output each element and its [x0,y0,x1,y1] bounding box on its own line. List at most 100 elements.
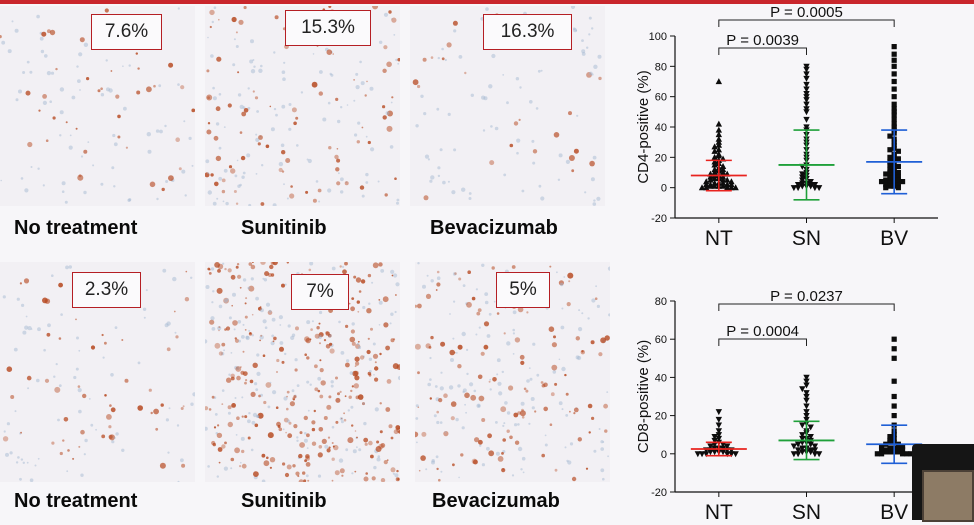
data-point [707,182,714,189]
data-point [891,71,897,77]
data-point [803,101,810,108]
data-point [799,445,806,452]
data-point [707,176,714,183]
data-point [807,449,814,456]
data-point [883,449,889,455]
data-point [887,175,893,182]
data-point [715,409,723,416]
data-point [711,179,718,186]
data-point [711,441,718,448]
data-point [724,184,731,191]
y-axis-label: CD8-positive (%) [635,340,652,453]
data-point [883,182,889,188]
data-point [891,44,897,50]
data-point [703,184,710,191]
data-point [794,451,802,458]
percent-box-sunitinib-cd8: 7% [291,274,349,310]
data-point [895,174,901,180]
data-point [891,106,897,112]
data-point [728,178,735,185]
data-point [715,78,723,85]
data-point [715,416,723,423]
data-point [895,449,901,455]
data-point [891,51,897,57]
data-point [887,445,893,451]
data-point [698,184,706,191]
data-point [891,78,897,85]
data-point [799,180,806,187]
data-point [719,166,727,173]
data-point [728,184,735,191]
data-point [891,378,897,384]
percent-box-no-treatment-cd4: 7.6% [91,14,162,50]
data-point [803,409,810,416]
data-point [715,428,723,435]
y-tick-label: 60 [655,334,667,346]
data-point [715,152,723,159]
data-point [719,176,727,183]
data-point [732,451,739,458]
data-point [715,131,723,138]
data-point [895,156,901,162]
data-point [807,441,814,448]
data-point [694,451,702,458]
data-point [711,143,718,150]
data-point [803,86,810,93]
x-tick-label-bv: BV [880,227,908,250]
data-point [891,116,897,123]
p-value-label: P = 0.0039 [726,32,799,49]
data-point [803,116,810,123]
data-point [803,91,810,98]
data-point [790,443,798,450]
data-point [707,173,714,180]
data-point [811,185,819,192]
y-tick-label: 60 [655,92,667,104]
data-point [895,445,901,451]
data-point [803,66,810,73]
data-point [878,179,885,185]
data-point [794,182,802,189]
y-tick-label: 40 [655,122,667,134]
data-point [728,451,735,458]
data-point [715,422,723,429]
data-point [887,449,893,455]
data-point [724,443,731,450]
x-tick-label-sn: SN [792,227,821,250]
data-point [719,449,727,456]
data-point [794,185,802,192]
data-point [899,443,906,449]
data-point [799,183,806,190]
data-point [715,432,723,439]
x-tick-label-nt: NT [705,501,733,520]
data-point [803,397,810,404]
data-point [891,336,897,342]
x-tick-label-sn: SN [792,501,821,520]
data-point [891,94,897,100]
data-point [719,169,727,176]
data-point [719,182,727,189]
significance-bracket [718,47,807,55]
data-point [895,177,901,183]
data-point [887,162,893,168]
data-point [908,451,914,457]
data-point [711,166,718,173]
y-tick-label: 20 [655,152,667,164]
data-point [815,185,823,192]
data-point [895,182,901,188]
data-point [878,451,885,457]
micrograph-texture [415,262,610,482]
cd8-scatter-chart: -20 0 20 40 60 80 NT SN BV CD8-positive (%) P = 0.… [630,285,960,524]
data-point [891,346,897,352]
x-tick-label-bv: BV [880,501,908,520]
data-point [703,178,710,185]
data-point [811,443,819,450]
y-tick-label: 20 [655,411,667,423]
data-point [891,355,897,361]
data-point [732,184,739,191]
data-point [728,181,735,188]
data-point [887,166,893,173]
data-point [803,382,810,389]
data-point [719,179,727,186]
data-point [719,163,727,170]
x-tick-label-nt: NT [705,227,733,250]
